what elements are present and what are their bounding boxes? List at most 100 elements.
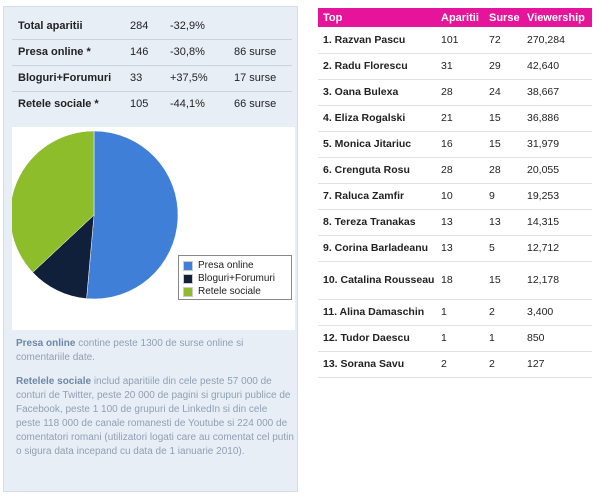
summary-table: Total aparitii 284 -32,9% Presa online *… bbox=[12, 13, 292, 117]
cell-viewership: 36,886 bbox=[522, 105, 592, 132]
table-row: 11. Alina Damaschin 1 2 3,400 bbox=[318, 299, 592, 326]
notes: Presa online contine peste 1300 de surse… bbox=[16, 337, 294, 469]
table-header-row: Top Aparitii Surse Viewership bbox=[318, 8, 592, 27]
cell-viewership: 12,178 bbox=[522, 261, 592, 300]
cell-aparitii: 31 bbox=[436, 53, 484, 80]
cell-aparitii: 13 bbox=[436, 235, 484, 262]
legend-swatch bbox=[183, 273, 193, 284]
cell-aparitii: 18 bbox=[436, 261, 484, 300]
cell-aparitii: 13 bbox=[436, 209, 484, 236]
cell-viewership: 14,315 bbox=[522, 209, 592, 236]
summary-sources: 17 surse bbox=[234, 65, 292, 92]
summary-sources bbox=[234, 13, 292, 40]
top-table: Top Aparitii Surse Viewership 1. Razvan … bbox=[318, 8, 592, 378]
note-title: Presa online bbox=[16, 338, 76, 349]
cell-surse: 5 bbox=[484, 235, 522, 262]
cell-surse: 15 bbox=[484, 261, 522, 300]
table-row: 10. Catalina Rousseau 18 15 12,178 bbox=[318, 261, 592, 300]
summary-row: Total aparitii 284 -32,9% bbox=[12, 13, 292, 40]
pie-slice-bloguri-forumuri bbox=[32, 214, 95, 299]
cell-name: 8. Tereza Tranakas bbox=[318, 209, 436, 236]
summary-count: 146 bbox=[130, 39, 170, 66]
cell-name: 11. Alina Damaschin bbox=[318, 299, 436, 326]
table-row: 2. Radu Florescu 31 29 42,640 bbox=[318, 53, 592, 80]
summary-label: Bloguri+Forumuri bbox=[12, 65, 130, 92]
cell-surse: 28 bbox=[484, 157, 522, 184]
cell-name: 1. Razvan Pascu bbox=[318, 27, 436, 54]
cell-viewership: 42,640 bbox=[522, 53, 592, 80]
table-row: 9. Corina Barladeanu 13 5 12,712 bbox=[318, 235, 592, 262]
summary-label: Total aparitii bbox=[12, 13, 130, 40]
summary-count: 33 bbox=[130, 65, 170, 92]
cell-surse: 15 bbox=[484, 105, 522, 132]
table-row: 7. Raluca Zamfir 10 9 19,253 bbox=[318, 183, 592, 210]
cell-surse: 29 bbox=[484, 53, 522, 80]
pie-chart bbox=[9, 130, 179, 300]
chart-legend: Presa online Bloguri+Forumuri Retele soc… bbox=[178, 255, 292, 300]
note-retele-sociale: Retelele sociale includ aparitiile din c… bbox=[16, 375, 294, 459]
cell-viewership: 12,712 bbox=[522, 235, 592, 262]
summary-change: -30,8% bbox=[170, 39, 234, 66]
cell-surse: 9 bbox=[484, 183, 522, 210]
cell-name: 5. Monica Jitariuc bbox=[318, 131, 436, 158]
header-top: Top bbox=[318, 8, 436, 27]
summary-panel: Total aparitii 284 -32,9% Presa online *… bbox=[3, 6, 298, 492]
cell-viewership: 270,284 bbox=[522, 27, 592, 54]
summary-change: -32,9% bbox=[170, 13, 234, 40]
summary-row: Retele sociale * 105 -44,1% 66 surse bbox=[12, 91, 292, 117]
summary-change: -44,1% bbox=[170, 98, 205, 111]
cell-name: 10. Catalina Rousseau bbox=[318, 261, 436, 300]
legend-item: Bloguri+Forumuri bbox=[183, 272, 287, 285]
cell-name: 3. Oana Bulexa bbox=[318, 79, 436, 106]
summary-row: Bloguri+Forumuri 33 +37,5% 17 surse bbox=[12, 65, 292, 92]
cell-name: 4. Eliza Rogalski bbox=[318, 105, 436, 132]
summary-change: +37,5% bbox=[170, 65, 234, 92]
cell-viewership: 20,055 bbox=[522, 157, 592, 184]
legend-label: Presa online bbox=[198, 260, 254, 271]
note-text: contine peste 1300 de surse online si co… bbox=[16, 338, 244, 363]
cell-aparitii: 28 bbox=[436, 79, 484, 106]
legend-swatch bbox=[183, 286, 193, 297]
pie-slice-presa-online bbox=[86, 130, 179, 300]
legend-item: Retele sociale bbox=[183, 285, 287, 298]
cell-aparitii: 16 bbox=[436, 131, 484, 158]
table-row: 6. Crenguta Rosu 28 28 20,055 bbox=[318, 157, 592, 184]
cell-aparitii: 10 bbox=[436, 183, 484, 210]
cell-name: 7. Raluca Zamfir bbox=[318, 183, 436, 210]
cell-viewership: 19,253 bbox=[522, 183, 592, 210]
pie-chart-container: Presa online Bloguri+Forumuri Retele soc… bbox=[9, 127, 295, 330]
note-presa-online: Presa online contine peste 1300 de surse… bbox=[16, 337, 294, 365]
summary-sources: 86 surse bbox=[234, 39, 292, 66]
cell-aparitii: 21 bbox=[436, 105, 484, 132]
cell-surse: 1 bbox=[484, 325, 522, 352]
cell-name: 9. Corina Barladeanu bbox=[318, 235, 436, 262]
pie-slice-retele-sociale bbox=[9, 130, 95, 273]
header-aparitii: Aparitii bbox=[436, 8, 484, 27]
cell-aparitii: 1 bbox=[436, 299, 484, 326]
legend-label: Bloguri+Forumuri bbox=[198, 273, 275, 284]
cell-viewership: 38,667 bbox=[522, 79, 592, 106]
cell-aparitii: 1 bbox=[436, 325, 484, 352]
table-row: 4. Eliza Rogalski 21 15 36,886 bbox=[318, 105, 592, 132]
table-row: 13. Sorana Savu 2 2 127 bbox=[318, 351, 592, 378]
cell-name: 13. Sorana Savu bbox=[318, 351, 436, 378]
note-text: includ aparitiile din cele peste 57 000 … bbox=[16, 376, 294, 457]
cell-surse: 13 bbox=[484, 209, 522, 236]
summary-label: Presa online * bbox=[12, 39, 130, 66]
cell-name: 2. Radu Florescu bbox=[318, 53, 436, 80]
legend-item: Presa online bbox=[183, 259, 287, 272]
cell-viewership: 3,400 bbox=[522, 299, 592, 326]
cell-aparitii: 2 bbox=[436, 351, 484, 378]
cell-name: 12. Tudor Daescu bbox=[318, 325, 436, 352]
table-row: 5. Monica Jitariuc 16 15 31,979 bbox=[318, 131, 592, 158]
legend-swatch bbox=[183, 260, 193, 271]
note-title: Retelele sociale bbox=[16, 376, 92, 387]
summary-count: 284 bbox=[130, 13, 170, 40]
table-row: 1. Razvan Pascu 101 72 270,284 bbox=[318, 27, 592, 54]
cell-surse: 2 bbox=[484, 351, 522, 378]
cell-aparitii: 101 bbox=[436, 27, 484, 54]
cell-viewership: 31,979 bbox=[522, 131, 592, 158]
table-row: 12. Tudor Daescu 1 1 850 bbox=[318, 325, 592, 352]
summary-row: Presa online * 146 -30,8% 86 surse bbox=[12, 39, 292, 66]
summary-count: 105 bbox=[130, 98, 149, 111]
